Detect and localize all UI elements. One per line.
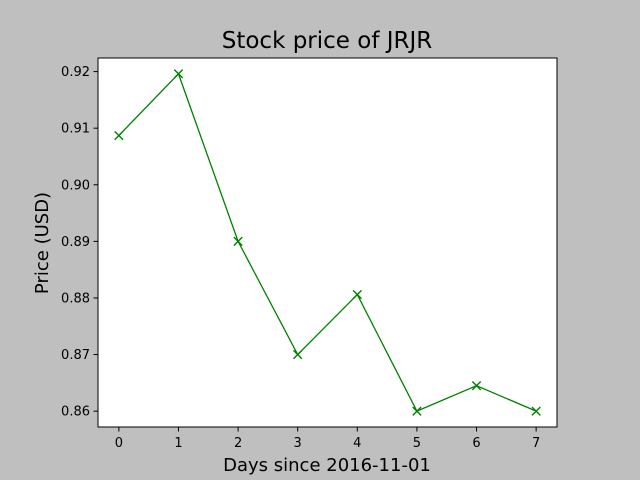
x-tick-label: 1 bbox=[174, 436, 182, 451]
data-point-marker bbox=[352, 289, 362, 300]
x-tick-label: 4 bbox=[353, 436, 361, 451]
y-tick-label: 0.89 bbox=[61, 235, 90, 250]
x-tick-label: 5 bbox=[413, 436, 421, 451]
y-tick-label: 0.90 bbox=[61, 178, 90, 193]
x-tick-label: 3 bbox=[294, 436, 302, 451]
data-point-marker bbox=[471, 380, 482, 391]
data-point-marker bbox=[531, 406, 541, 416]
x-tick-label: 7 bbox=[532, 436, 540, 451]
y-tick-label: 0.91 bbox=[61, 122, 90, 137]
x-axis-ticks: 0 1 2 3 4 5 6 7 bbox=[115, 427, 540, 451]
chart-title: Stock price of JRJR bbox=[222, 28, 433, 54]
x-axis-label: Days since 2016-11-01 bbox=[223, 455, 431, 476]
series-line bbox=[118, 72, 537, 412]
x-tick-label: 6 bbox=[472, 436, 480, 451]
x-tick-label: 0 bbox=[115, 436, 123, 451]
plot-area bbox=[97, 57, 558, 428]
series-markers bbox=[114, 69, 541, 416]
y-tick-label: 0.87 bbox=[61, 348, 90, 363]
data-point-marker bbox=[233, 236, 243, 247]
data-point-marker bbox=[293, 349, 303, 360]
x-tick-label: 2 bbox=[234, 436, 242, 451]
y-tick-label: 0.88 bbox=[61, 291, 90, 306]
y-axis-label: Price (USD) bbox=[32, 192, 53, 294]
y-axis-ticks: 0.86 0.87 0.88 0.89 0.90 0.91 0.92 bbox=[61, 65, 98, 420]
data-point-marker bbox=[173, 69, 184, 79]
data-point-marker bbox=[114, 130, 124, 141]
data-point-marker bbox=[412, 406, 422, 416]
y-tick-label: 0.86 bbox=[61, 405, 90, 420]
y-tick-label: 0.92 bbox=[61, 65, 90, 80]
